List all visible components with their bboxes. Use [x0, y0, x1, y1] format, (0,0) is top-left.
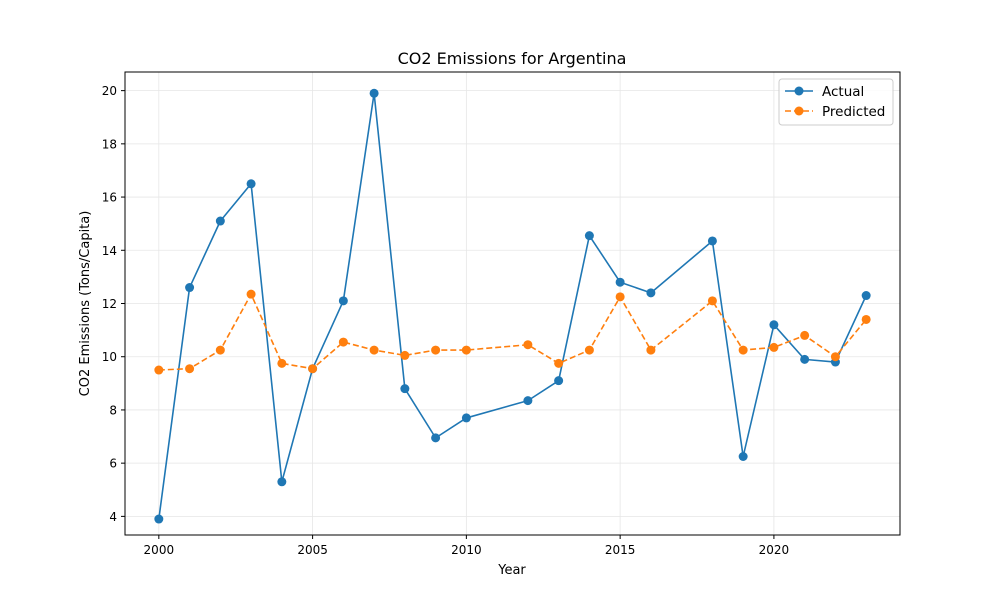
actual-point — [738, 452, 748, 462]
x-tick-label: 2010 — [451, 543, 482, 557]
predicted-point — [584, 345, 594, 355]
actual-point — [554, 376, 564, 386]
actual-series — [154, 88, 871, 524]
actual-point — [769, 320, 779, 330]
predicted-point — [769, 342, 779, 352]
predicted-point — [615, 292, 625, 302]
legend-item-actual: Actual — [785, 84, 864, 100]
y-tick-label: 16 — [102, 191, 117, 205]
actual-point — [246, 179, 256, 189]
legend-label-actual: Actual — [822, 84, 864, 100]
actual-point — [277, 477, 287, 487]
y-tick-label: 20 — [102, 84, 117, 98]
actual-point — [800, 354, 810, 364]
legend-item-predicted: Predicted — [785, 104, 885, 120]
actual-point — [615, 277, 625, 287]
y-tick-label: 14 — [102, 244, 117, 258]
legend-label-predicted: Predicted — [822, 104, 885, 120]
x-tick-label: 2020 — [759, 543, 790, 557]
predicted-point — [246, 289, 256, 299]
y-axis: 4 6 8 10 12 14 16 18 20 — [102, 84, 125, 524]
predicted-point — [830, 352, 840, 362]
actual-point — [431, 433, 441, 443]
actual-point — [646, 288, 656, 298]
x-axis-label: Year — [497, 563, 526, 578]
actual-point — [400, 384, 410, 394]
actual-point — [523, 396, 533, 406]
actual-line — [158, 92, 867, 520]
predicted-point — [308, 364, 318, 374]
predicted-point — [461, 345, 471, 355]
legend-marker-predicted — [794, 106, 804, 116]
predicted-series — [154, 289, 871, 375]
series-layer — [154, 88, 871, 524]
x-tick-label: 2015 — [605, 543, 636, 557]
predicted-point — [338, 337, 348, 347]
actual-point — [215, 216, 225, 226]
y-tick-label: 10 — [102, 350, 117, 364]
predicted-point — [154, 365, 164, 375]
predicted-point — [277, 358, 287, 368]
actual-point — [338, 296, 348, 306]
predicted-point — [861, 314, 871, 324]
legend-marker-actual — [794, 86, 804, 96]
x-tick-label: 2005 — [297, 543, 328, 557]
chart-title: CO2 Emissions for Argentina — [398, 49, 627, 68]
y-tick-label: 8 — [109, 403, 117, 417]
predicted-line — [158, 293, 867, 371]
y-tick-label: 4 — [109, 510, 117, 524]
predicted-point — [800, 330, 810, 340]
predicted-point — [369, 345, 379, 355]
predicted-point — [215, 345, 225, 355]
predicted-point — [523, 340, 533, 350]
actual-point — [369, 88, 379, 98]
predicted-point — [554, 358, 564, 368]
y-tick-label: 6 — [109, 457, 117, 471]
grid — [125, 72, 900, 535]
x-tick-label: 2000 — [144, 543, 175, 557]
x-axis: 2000 2005 2010 2015 2020 — [144, 535, 790, 557]
actual-point — [584, 231, 594, 241]
actual-point — [707, 236, 717, 246]
predicted-point — [431, 345, 441, 355]
y-axis-label: CO2 Emissions (Tons/Capita) — [78, 211, 93, 397]
predicted-point — [400, 350, 410, 360]
actual-point — [461, 413, 471, 423]
actual-point — [185, 283, 195, 293]
y-tick-label: 12 — [102, 297, 117, 311]
predicted-point — [738, 345, 748, 355]
predicted-point — [646, 345, 656, 355]
predicted-point — [707, 296, 717, 306]
predicted-point — [185, 364, 195, 374]
actual-point — [861, 291, 871, 301]
legend: Actual Predicted — [778, 78, 894, 126]
y-tick-label: 18 — [102, 137, 117, 151]
actual-point — [154, 514, 164, 524]
